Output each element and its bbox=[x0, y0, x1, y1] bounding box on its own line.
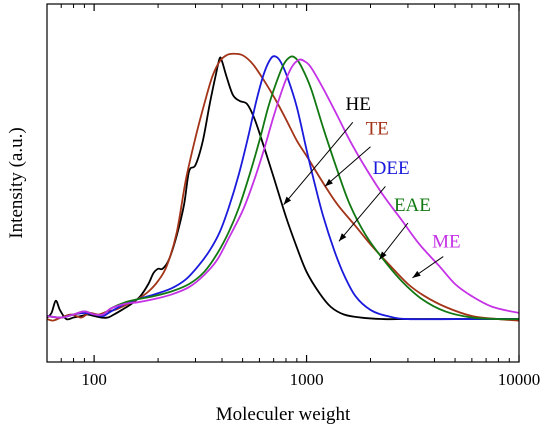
series-line-me bbox=[47, 58, 519, 319]
series-line-dee bbox=[47, 55, 519, 321]
annotation-arrowhead-te bbox=[324, 178, 333, 187]
annotation-arrowhead-dee bbox=[338, 233, 347, 242]
annotation-arrow-he bbox=[283, 122, 354, 206]
annotation-label-he: HE bbox=[346, 94, 371, 115]
annotation-label-te: TE bbox=[366, 119, 389, 140]
x-axis-label: Moleculer weight bbox=[216, 404, 351, 425]
y-axis-label: Intensity (a.u.) bbox=[6, 127, 27, 238]
series-line-he bbox=[47, 56, 519, 321]
axes-layer: 100 1000 10000 bbox=[46, 3, 541, 389]
annotation-label-dee: DEE bbox=[373, 158, 410, 179]
plot-frame bbox=[46, 3, 520, 363]
x-tick-label: 10000 bbox=[498, 370, 541, 389]
annotation-label-me: ME bbox=[432, 231, 461, 252]
series-line-te bbox=[47, 52, 519, 322]
annotation-arrow-dee bbox=[338, 186, 386, 242]
annotation-arrowhead-he bbox=[283, 196, 292, 205]
series-layer bbox=[47, 52, 519, 322]
annotation-arrowhead-me bbox=[412, 270, 421, 278]
x-tick-label: 100 bbox=[81, 370, 107, 389]
annotation-arrowhead-eae bbox=[379, 251, 387, 260]
annotation-arrow-te bbox=[324, 146, 371, 187]
annotation-label-eae: EAE bbox=[394, 195, 431, 216]
series-line-eae bbox=[47, 55, 519, 321]
x-tick-label: 1000 bbox=[290, 370, 324, 389]
